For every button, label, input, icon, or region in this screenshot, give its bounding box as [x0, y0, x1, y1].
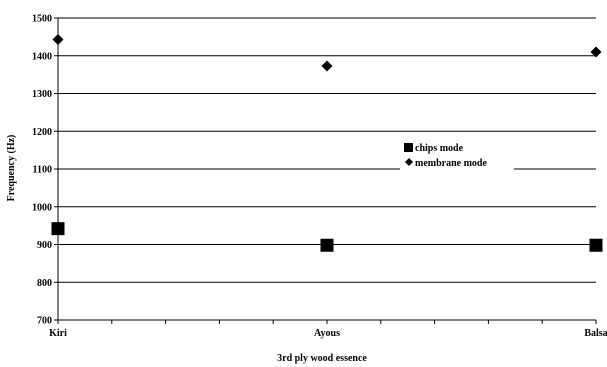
membrane-mode-point — [590, 46, 602, 58]
legend-label-chips-mode: chips mode — [415, 143, 464, 154]
y-tick-label: 1100 — [33, 165, 52, 176]
y-tick-label: 1200 — [32, 127, 52, 138]
y-tick-label: 800 — [37, 278, 52, 289]
x-tick-label: Ayous — [314, 328, 340, 339]
chips-mode-point — [320, 238, 334, 252]
membrane-mode-point — [321, 60, 333, 72]
chips-mode-point — [589, 238, 603, 252]
y-axis-ticks: 700 800 900 1000 1100 1200 1300 1400 1500 — [32, 14, 58, 327]
legend-box — [400, 139, 514, 174]
gridlines — [58, 17, 596, 283]
legend: chips mode membrane mode — [400, 139, 514, 174]
x-tick-label: Kiri — [49, 328, 67, 339]
x-tick-label: Balsa — [584, 328, 607, 339]
membrane-mode-point — [52, 34, 64, 46]
legend-label-membrane-mode: membrane mode — [415, 158, 487, 169]
x-axis-title: 3rd ply wood essence — [277, 353, 367, 364]
y-axis-title: Frequency (Hz) — [6, 135, 17, 202]
chips-mode-point — [51, 222, 65, 236]
y-tick-label: 1500 — [32, 14, 52, 25]
legend-symbol-membrane-mode — [405, 158, 413, 166]
legend-symbol-chips-mode — [404, 143, 413, 152]
y-tick-label: 1300 — [32, 89, 52, 100]
x-axis-ticks: Kiri Ayous Balsa — [49, 320, 607, 339]
y-tick-label: 900 — [37, 240, 52, 251]
y-tick-label: 700 — [37, 316, 52, 327]
y-tick-label: 1400 — [32, 51, 52, 62]
y-tick-label: 1000 — [32, 202, 52, 213]
data-marks — [51, 34, 603, 252]
